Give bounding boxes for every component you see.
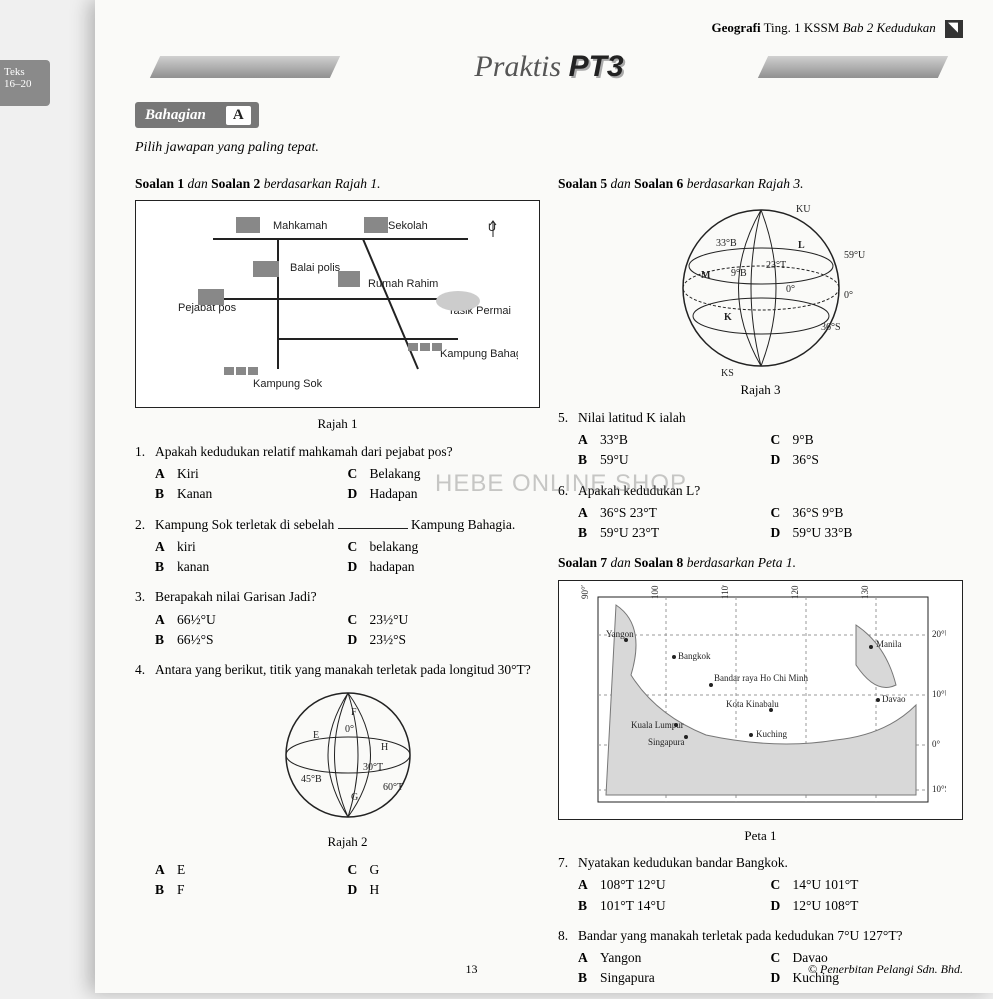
- question-5: 5. Nilai latitud K ialah A33°B C9°B B59°…: [558, 408, 963, 471]
- peta-1: 90°T 100°T 110°T 120°T 130°T 20°U 10°U 0…: [558, 580, 963, 820]
- svg-text:Kota Kinabalu: Kota Kinabalu: [726, 699, 779, 709]
- svg-text:E: E: [313, 730, 319, 741]
- rajah-2-svg: E F G H 0° 30°T 60°T 45°B: [263, 680, 433, 830]
- svg-text:60°T: 60°T: [383, 782, 403, 793]
- running-header: Geografi Ting. 1 KSSM Bab 2 Kedudukan: [135, 20, 963, 38]
- svg-text:100°T: 100°T: [650, 585, 660, 599]
- svg-text:20°U: 20°U: [932, 629, 946, 639]
- peta1-caption: Peta 1: [558, 826, 963, 846]
- svg-text:KS: KS: [721, 368, 734, 378]
- svg-text:33°B: 33°B: [716, 238, 737, 249]
- content-columns: Soalan 1 dan Soalan 2 berdasarkan Rajah …: [135, 168, 963, 999]
- ref-q7q8: Soalan 7 dan Soalan 8 berdasarkan Peta 1…: [558, 553, 963, 573]
- question-6: 6. Apakah kedudukan L? A36°S 23°T C36°S …: [558, 481, 963, 544]
- svg-text:H: H: [381, 742, 388, 753]
- rajah-3-svg: KU KS L M K 33°B 9°B 23°T 0° 36°S 59°U 0…: [646, 198, 876, 378]
- peta-1-svg: 90°T 100°T 110°T 120°T 130°T 20°U 10°U 0…: [576, 585, 946, 815]
- question-1: 1. Apakah kedudukan relatif mahkamah dar…: [135, 442, 540, 505]
- section-badge: Bahagian A: [135, 102, 259, 128]
- question-3: 3. Berapakah nilai Garisan Jadi? A66½°U …: [135, 587, 540, 650]
- title-bar: Praktis PT3: [135, 46, 963, 88]
- title-code: PT3: [569, 50, 624, 83]
- svg-text:10°U: 10°U: [932, 689, 946, 699]
- svg-text:0°: 0°: [345, 724, 354, 735]
- chapter: Bab 2 Kedudukan: [843, 20, 936, 35]
- page-title: Praktis PT3: [462, 50, 635, 84]
- svg-text:120°T: 120°T: [790, 585, 800, 599]
- svg-text:Rumah Rahim: Rumah Rahim: [368, 278, 438, 290]
- svg-text:Yangon: Yangon: [606, 629, 634, 639]
- svg-text:110°T: 110°T: [720, 585, 730, 599]
- spine-line2: 16–20: [4, 78, 46, 90]
- question-4: 4. Antara yang berikut, titik yang manak…: [135, 660, 540, 900]
- svg-text:Manila: Manila: [876, 639, 902, 649]
- svg-text:Mahkamah: Mahkamah: [273, 220, 327, 232]
- ref-q5q6: Soalan 5 dan Soalan 6 berdasarkan Rajah …: [558, 174, 963, 194]
- section-letter: A: [226, 106, 251, 125]
- svg-text:Bangkok: Bangkok: [678, 651, 711, 661]
- publisher-logo-icon: [945, 20, 963, 38]
- left-column: Soalan 1 dan Soalan 2 berdasarkan Rajah …: [135, 168, 540, 999]
- svg-text:Singapura: Singapura: [648, 737, 685, 747]
- fig2-caption: Rajah 2: [155, 832, 540, 852]
- level: Ting. 1 KSSM: [764, 20, 840, 35]
- page: Geografi Ting. 1 KSSM Bab 2 Kedudukan Pr…: [95, 0, 993, 993]
- right-column: Soalan 5 dan Soalan 6 berdasarkan Rajah …: [558, 168, 963, 999]
- svg-text:45°B: 45°B: [301, 774, 322, 785]
- spine-tab: Teks 16–20: [0, 60, 50, 106]
- svg-text:36°S: 36°S: [821, 322, 841, 333]
- question-8: 8. Bandar yang manakah terletak pada ked…: [558, 926, 963, 989]
- fig3-caption: Rajah 3: [558, 380, 963, 400]
- instruction: Pilih jawapan yang paling tepat.: [135, 140, 963, 156]
- subject: Geografi: [711, 20, 760, 35]
- svg-text:10°S: 10°S: [932, 784, 946, 794]
- svg-text:Davao: Davao: [882, 694, 906, 704]
- title-word: Praktis: [474, 50, 561, 83]
- copyright: © Penerbitan Pelangi Sdn. Bhd.: [808, 962, 963, 977]
- question-7: 7. Nyatakan kedudukan bandar Bangkok. A1…: [558, 853, 963, 916]
- svg-text:G: G: [351, 792, 358, 803]
- fig1-caption: Rajah 1: [135, 414, 540, 434]
- svg-text:130°T: 130°T: [860, 585, 870, 599]
- svg-text:9°B: 9°B: [731, 268, 747, 279]
- question-2: 2. Kampung Sok terletak di sebelah Kampu…: [135, 515, 540, 578]
- svg-text:0°: 0°: [786, 284, 795, 295]
- svg-text:30°T: 30°T: [363, 762, 383, 773]
- figure-1: Mahkamah Sekolah Balai polis Rumah Rahim…: [135, 200, 540, 408]
- svg-text:23°T: 23°T: [766, 260, 786, 271]
- svg-text:Bandar raya Ho Chi Minh: Bandar raya Ho Chi Minh: [714, 673, 808, 683]
- spine-line1: Teks: [4, 66, 46, 78]
- svg-text:L: L: [798, 240, 805, 251]
- svg-text:K: K: [724, 312, 732, 323]
- svg-text:Kuala Lumpur: Kuala Lumpur: [631, 720, 684, 730]
- svg-text:Kampung Sok: Kampung Sok: [253, 378, 323, 390]
- rajah-1-svg: Mahkamah Sekolah Balai polis Rumah Rahim…: [158, 209, 518, 399]
- page-number: 13: [465, 962, 477, 977]
- svg-text:F: F: [351, 707, 357, 718]
- svg-text:M: M: [701, 270, 711, 281]
- svg-text:0°: 0°: [844, 290, 853, 301]
- ref-q1q2: Soalan 1 dan Soalan 2 berdasarkan Rajah …: [135, 174, 540, 194]
- footer: 13 © Penerbitan Pelangi Sdn. Bhd.: [135, 962, 963, 977]
- svg-text:90°T: 90°T: [580, 585, 590, 599]
- svg-text:KU: KU: [796, 204, 811, 215]
- chevron-right-icon: [214, 105, 226, 125]
- svg-text:Balai polis: Balai polis: [290, 262, 341, 274]
- svg-text:59°U: 59°U: [844, 250, 866, 261]
- svg-text:Sekolah: Sekolah: [388, 220, 428, 232]
- svg-text:Kuching: Kuching: [756, 729, 787, 739]
- section-label: Bahagian: [145, 107, 206, 124]
- svg-text:Kampung Bahagia: Kampung Bahagia: [440, 348, 518, 360]
- svg-text:0°: 0°: [932, 739, 941, 749]
